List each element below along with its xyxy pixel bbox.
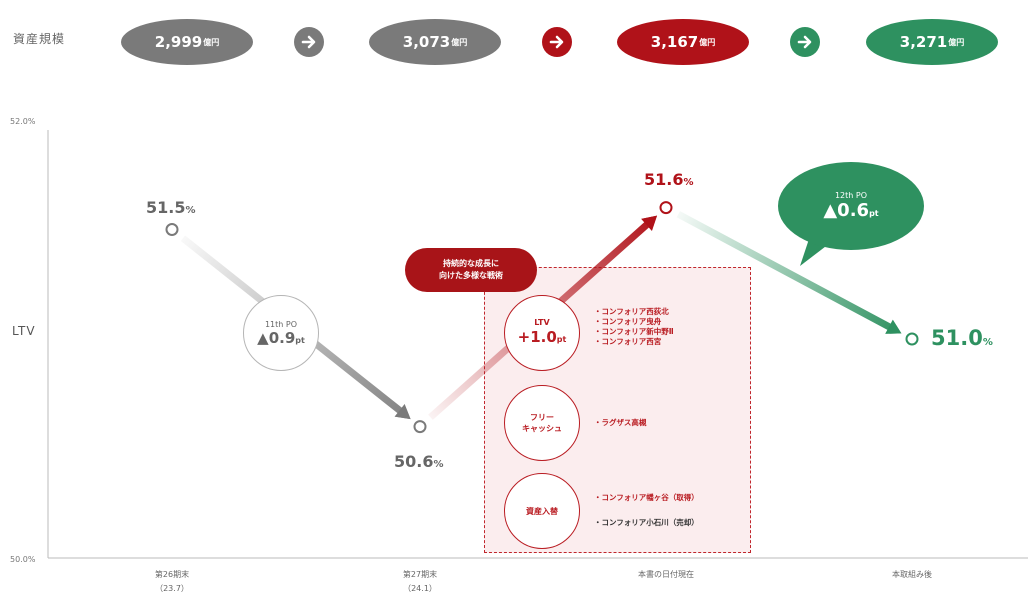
trend-arrow-head <box>394 404 411 420</box>
asset-pill-3: 3,167 億円 <box>617 19 749 65</box>
x-tick-label: （24.1） <box>403 584 437 593</box>
x-tick-label: 本取組み後 <box>892 569 932 579</box>
asset-scale-label: 資産規模 <box>13 32 66 46</box>
strategy-replacement-circle: 資産入替 <box>504 473 580 549</box>
arrow-right-icon <box>294 27 324 57</box>
data-label-unit: % <box>683 177 694 188</box>
strategy-replacement-item-1: ・コンフォリア幡ヶ谷（取得） <box>594 493 699 502</box>
strategy-callout: 持続的な成長に 向けた多様な戦術 <box>405 248 537 292</box>
asset-value: 3,073 <box>402 33 451 51</box>
arrow-right-icon <box>542 27 572 57</box>
trend-arrow <box>676 211 902 334</box>
x-tick-label: 第26期末 <box>155 569 189 579</box>
asset-pill-1: 2,999 億円 <box>121 19 253 65</box>
x-tick-label: 第27期末 <box>403 569 437 579</box>
po12-bubble: 12th PO ▲0.6pt <box>778 162 924 250</box>
data-label-value: 51.6 <box>644 170 684 189</box>
list-item: ・コンフォリア新中野Ⅱ <box>594 327 674 336</box>
data-label-value: 50.6 <box>394 452 434 471</box>
asset-value: 3,271 <box>899 33 948 51</box>
data-label-unit: % <box>185 205 196 216</box>
data-label-1: 51.5% <box>146 198 196 217</box>
asset-pill-2: 3,073 億円 <box>369 19 501 65</box>
strategy-freecash-items: ・ラグザス高槻 <box>594 418 646 428</box>
data-point <box>413 420 427 434</box>
strategy-replacement-item-2: ・コンフォリア小石川（売却） <box>594 518 699 527</box>
data-label-unit: % <box>982 337 993 348</box>
list-item: ・コンフォリア曳舟 <box>594 317 662 326</box>
y-axis-title: LTV <box>12 324 36 338</box>
arrow-right-icon <box>790 27 820 57</box>
data-point <box>659 201 673 215</box>
asset-unit: 億円 <box>948 37 965 47</box>
list-item: ・コンフォリア西荻北 <box>594 307 669 316</box>
data-point <box>905 332 919 346</box>
po12-title: 12th PO <box>834 191 868 200</box>
data-label-3: 51.6% <box>644 170 694 189</box>
strategy-freecash-label2: キャッシュ <box>522 424 562 433</box>
strategy-callout-line2: 向けた多様な戦術 <box>439 271 503 280</box>
strategy-freecash-circle: フリー キャッシュ <box>504 385 580 461</box>
asset-unit: 億円 <box>203 37 220 47</box>
x-tick-label: 本書の日付現在 <box>638 569 694 579</box>
strategy-ltv-value: +1.0pt <box>517 328 567 346</box>
data-label-2: 50.6% <box>394 452 444 471</box>
asset-value: 2,999 <box>154 33 203 51</box>
asset-unit: 億円 <box>451 37 468 47</box>
y-tick-label: 52.0% <box>10 117 36 126</box>
strategy-ltv-circle: LTV +1.0pt <box>504 295 580 371</box>
po11-title: 11th PO <box>264 319 298 329</box>
data-label-4: 51.0% <box>931 326 993 350</box>
x-tick-label: （23.7） <box>155 584 189 593</box>
strategy-replacement-label: 資産入替 <box>526 506 558 516</box>
data-point <box>165 223 179 236</box>
asset-value: 3,167 <box>650 33 699 51</box>
y-tick-label: 50.0% <box>10 555 36 564</box>
data-label-value: 51.0 <box>931 326 983 350</box>
strategy-ltv-label: LTV <box>534 318 550 327</box>
list-item: ・ラグザス高槻 <box>594 418 647 427</box>
strategy-callout-line1: 持続的な成長に <box>443 259 499 268</box>
po11-delta: ▲0.9pt <box>257 328 305 347</box>
trend-arrow-head <box>885 319 902 334</box>
trend-arrow-head <box>641 215 658 231</box>
data-label-value: 51.5 <box>146 198 186 217</box>
asset-pill-4: 3,271 億円 <box>866 19 998 65</box>
strategy-freecash-label1: フリー <box>530 413 554 422</box>
po12-delta: ▲0.6pt <box>823 200 879 221</box>
asset-unit: 億円 <box>699 37 716 47</box>
data-label-unit: % <box>433 459 444 470</box>
po11-bubble: 11th PO ▲0.9pt <box>243 295 319 371</box>
list-item: ・コンフォリア西宮 <box>594 337 662 346</box>
strategy-ltv-items: ・コンフォリア西荻北 ・コンフォリア曳舟 ・コンフォリア新中野Ⅱ ・コンフォリア… <box>594 307 674 347</box>
